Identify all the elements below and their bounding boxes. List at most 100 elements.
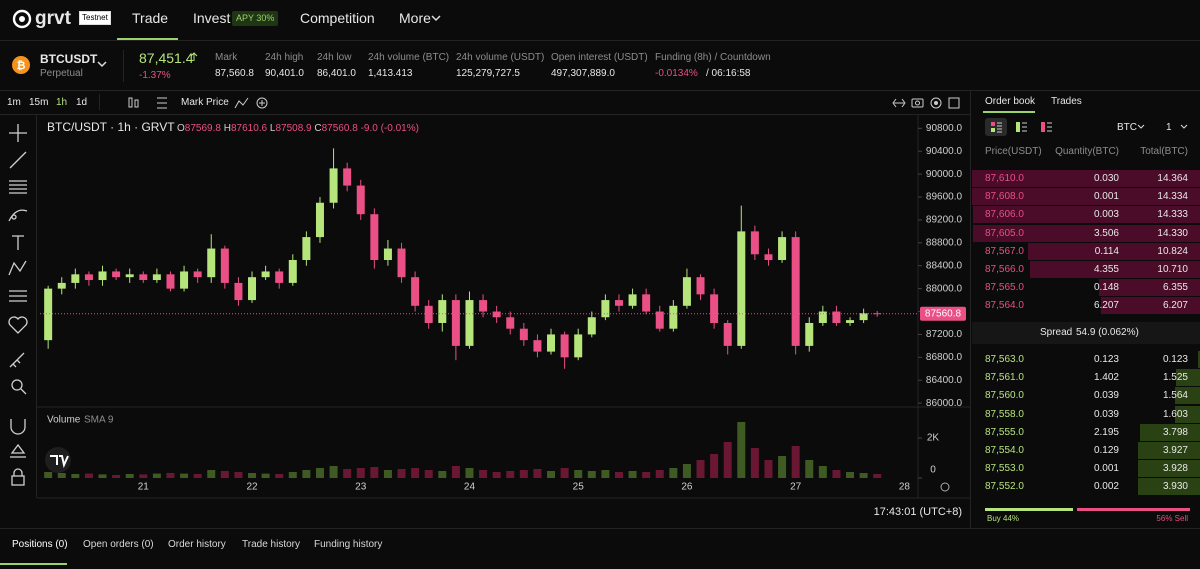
volume-bar [805,460,814,478]
ob-view-icons[interactable] [985,118,1055,136]
ob-price: 87,606.0 [985,209,1024,221]
ob-quantity: 0.003 [1093,209,1119,221]
candle-body [750,231,759,255]
interval[interactable]: 15m [29,97,49,108]
ob-asset[interactable]: BTC [1117,122,1137,133]
ob-quantity: 0.002 [1093,481,1119,493]
candle-body [696,277,705,295]
candle-body [71,274,80,283]
spread-value: 54.9 (0.062%) [1076,327,1139,338]
ob-price: 87,555.0 [985,426,1024,438]
ohlc-legend: O87569.8 H87610.6 L87508.9 C87560.8 -9.0… [177,123,419,134]
tab-underline [983,111,1035,113]
volume-bar [696,460,705,478]
sell-ratio-label: 56% Sell [1156,514,1188,523]
ob-tab[interactable]: Order book [985,96,1036,107]
volume-bar [207,470,216,478]
volume-bar [791,446,800,478]
depth-bar [972,206,1200,224]
candle-body [275,271,284,283]
volume-bar [451,466,460,478]
volume-bar [383,470,392,478]
candle-body [560,334,569,358]
y-tick-label: 86800.0 [926,352,963,363]
bottom-tab[interactable]: Trade history [242,539,300,550]
depth-bar [1030,261,1200,278]
y-tick-label: 89600.0 [926,192,963,203]
candle-body [315,202,324,238]
depth-bar [1101,297,1200,315]
volume-bar [438,471,447,478]
ob-price: 87,554.0 [985,445,1024,456]
ob-total: 3.798 [1162,426,1188,438]
volume-bar [547,471,556,478]
volume-bar [479,470,488,478]
badge: Testnet [79,11,111,25]
volume-bar [682,464,691,478]
nav-item[interactable]: Competition [300,10,375,26]
last-price-tag [920,306,966,321]
nav-item[interactable]: Invest [193,10,231,26]
candle-body [44,288,53,341]
price-source[interactable]: Mark Price [181,97,229,108]
volume-bar [302,470,311,478]
ob-tab[interactable]: Trades [1051,96,1082,107]
candle-body [57,282,66,289]
ob-price: 87,563.0 [985,354,1024,365]
bottom-tab[interactable]: Funding history [314,539,383,550]
interval[interactable]: 1d [76,97,88,108]
nav-item[interactable]: More [399,10,431,26]
candle-body [519,328,528,341]
bottom-tab[interactable]: Order history [168,539,226,550]
candle-body [261,271,270,278]
settings-icon[interactable] [940,482,950,492]
candle-body [383,248,392,260]
candle-body [492,311,501,318]
divider [123,50,124,82]
volume-bar [152,473,161,478]
ob-step[interactable]: 1 [1166,122,1172,133]
interval-active[interactable]: 1h [56,97,68,108]
volume-bar [44,472,53,478]
depth-bar [1175,369,1200,387]
candle-body [125,274,134,278]
ob-price: 87,558.0 [985,408,1024,420]
last-price: 87,451.4 [139,50,194,66]
depth-bar [1028,242,1200,260]
bottom-tab[interactable]: Positions (0) [12,539,68,550]
symbol[interactable]: BTCUSDT [40,52,98,66]
svg-text:₿: ₿ [17,60,26,72]
ob-price: 87,561.0 [985,372,1024,384]
volume-bar [397,469,406,478]
bottom-tab[interactable]: Open orders (0) [83,539,154,550]
nav-item[interactable]: Trade [132,10,169,26]
candle-body [220,248,229,283]
ob-total: 14.330 [1157,227,1188,239]
divider [0,90,1200,91]
ob-total: 14.333 [1157,209,1188,221]
toolbar-icons[interactable] [127,95,277,111]
ob-total: 10.710 [1157,264,1188,275]
ob-total: 3.928 [1162,463,1188,475]
ob-quantity: 3.506 [1093,227,1119,239]
volume-bar [125,474,134,478]
candle-body [723,322,732,346]
candle-body [601,300,610,318]
volume-sma: SMA 9 [84,415,114,426]
volume-bar [356,468,365,478]
last-price-label: 87560.8 [925,308,962,319]
candle-body [180,271,189,289]
candle-body [642,294,651,312]
interval[interactable]: 1m [7,97,21,108]
chart-tools[interactable] [892,95,962,111]
volume-bar [57,473,66,478]
depth-bar [972,188,1200,206]
depth-bar [1137,478,1200,496]
drawing-tools[interactable] [0,115,36,495]
stat-label: 24h volume (USDT) [456,52,545,63]
depth-bar [972,170,1200,187]
ob-total: 14.364 [1157,173,1188,184]
depth-bar [972,224,1200,242]
volume-bar [574,470,583,478]
